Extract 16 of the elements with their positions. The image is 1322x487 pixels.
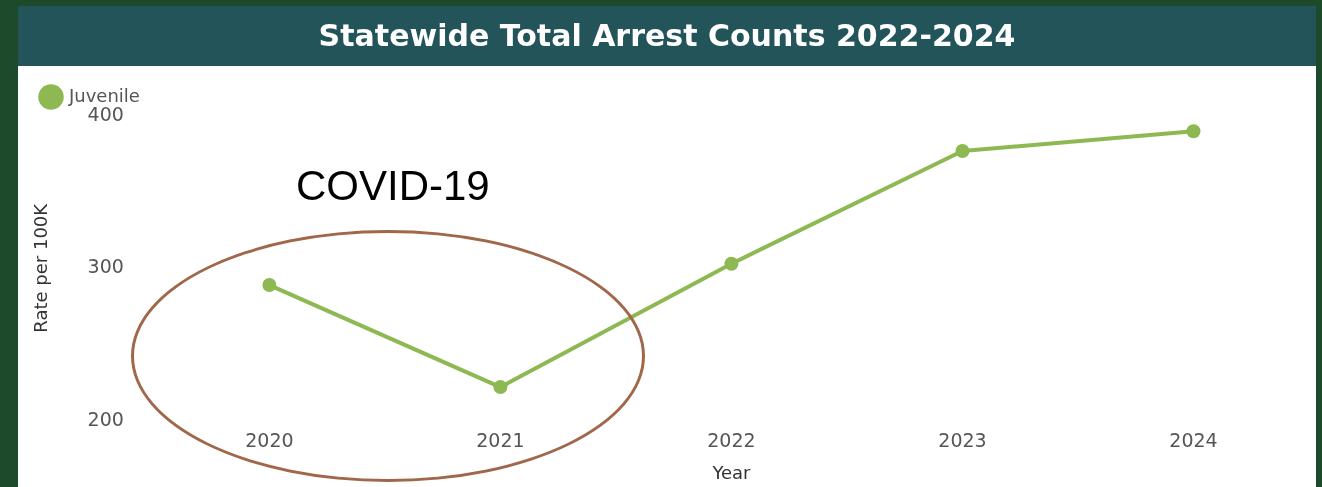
y-tick-label: 200 — [87, 407, 124, 430]
point — [955, 144, 970, 159]
x-tick-label: 2021 — [476, 428, 525, 451]
x-axis-title: Year — [711, 461, 752, 483]
point — [724, 256, 739, 271]
y-axis-title: Rate per 100K — [30, 202, 52, 333]
point — [493, 380, 508, 395]
y-tick-label: 300 — [87, 255, 124, 278]
chart-title: Statewide Total Arrest Counts 2022-2024 — [18, 6, 1316, 66]
x-tick-label: 2023 — [938, 428, 987, 451]
x-tick-label: 2022 — [707, 428, 756, 451]
point — [262, 278, 277, 293]
x-tick-label: 2020 — [245, 428, 294, 451]
annotation: COVID-19 — [296, 162, 490, 210]
x-tick-label: 2024 — [1169, 428, 1218, 451]
point — [1186, 124, 1201, 139]
